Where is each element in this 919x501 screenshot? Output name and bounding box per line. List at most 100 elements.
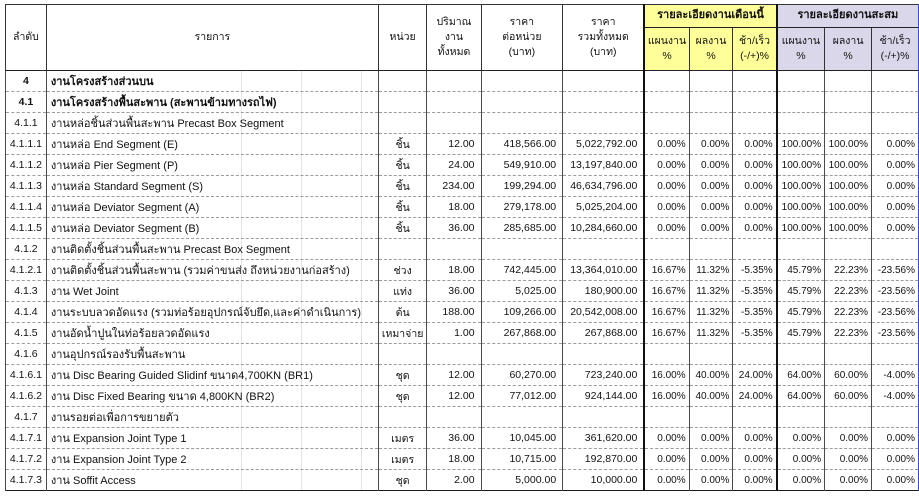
month-actual-cell[interactable] [688,70,734,92]
total-price-cell[interactable]: 46,634,796.00 [562,175,645,197]
item-description-cell[interactable]: งานอัดน้ำปูนในท่อร้อยลวดอัดแรง [45,322,379,344]
month-plan-cell[interactable] [643,112,690,134]
month-actual-cell[interactable] [688,406,734,428]
cumulative-plan-cell[interactable]: 45.79% [775,322,826,344]
header-unit[interactable]: หน่วย [377,4,428,71]
cumulative-plan-cell[interactable] [775,343,826,365]
unit-price-cell[interactable]: 742,445.00 [480,259,564,281]
unit-cell[interactable] [377,70,428,92]
cumulative-actual-cell[interactable]: 22.23% [824,301,873,323]
month-diff-cell[interactable]: -5.35% [732,322,778,344]
unit-price-cell[interactable]: 10,715.00 [480,448,564,470]
header-month-actual[interactable]: ผลงาน % [688,27,734,71]
month-plan-cell[interactable]: 0.00% [643,196,690,218]
row-number-cell[interactable]: 4.1.5 [5,322,47,344]
unit-price-cell[interactable]: 5,000.00 [480,469,564,491]
total-quantity-cell[interactable] [426,112,482,134]
cumulative-actual-cell[interactable] [824,238,873,260]
month-actual-cell[interactable]: 0.00% [688,427,734,449]
header-group-month[interactable]: รายละเอียดงานเดือนนี้ [643,4,778,28]
month-actual-cell[interactable] [688,343,734,365]
cumulative-diff-cell[interactable]: 0.00% [871,469,919,491]
month-diff-cell[interactable]: 0.00% [732,448,778,470]
month-plan-cell[interactable]: 0.00% [643,133,690,155]
total-price-cell[interactable]: 723,240.00 [562,364,645,386]
unit-price-cell[interactable] [480,70,564,92]
cumulative-actual-cell[interactable]: 100.00% [824,217,873,239]
unit-price-cell[interactable]: 60,270.00 [480,364,564,386]
item-description-cell[interactable]: งานโครงสร้างส่วนบน [45,70,379,92]
row-number-cell[interactable]: 4.1.1.4 [5,196,47,218]
month-actual-cell[interactable]: 0.00% [688,448,734,470]
cumulative-actual-cell[interactable]: 100.00% [824,175,873,197]
month-plan-cell[interactable] [643,70,690,92]
total-price-cell[interactable]: 5,025,204.00 [562,196,645,218]
cumulative-diff-cell[interactable]: 0.00% [871,196,919,218]
cumulative-actual-cell[interactable]: 0.00% [824,427,873,449]
month-plan-cell[interactable]: 16.67% [643,322,690,344]
cumulative-diff-cell[interactable]: 0.00% [871,427,919,449]
total-price-cell[interactable]: 13,197,840.00 [562,154,645,176]
unit-cell[interactable]: ชิ้น [377,154,428,176]
month-plan-cell[interactable]: 0.00% [643,469,690,491]
month-actual-cell[interactable]: 11.32% [688,280,734,302]
month-plan-cell[interactable]: 16.00% [643,385,690,407]
item-description-cell[interactable]: งาน Disc Fixed Bearing ขนาด 4,800KN (BR2… [45,385,379,407]
month-diff-cell[interactable]: -5.35% [732,301,778,323]
unit-cell[interactable] [377,238,428,260]
row-number-cell[interactable]: 4.1.1.5 [5,217,47,239]
total-price-cell[interactable]: 20,542,008.00 [562,301,645,323]
unit-price-cell[interactable] [480,91,564,113]
total-quantity-cell[interactable]: 36.00 [426,427,482,449]
cumulative-diff-cell[interactable]: -23.56% [871,322,919,344]
month-diff-cell[interactable] [732,238,778,260]
month-actual-cell[interactable]: 40.00% [688,364,734,386]
cumulative-actual-cell[interactable]: 22.23% [824,322,873,344]
month-actual-cell[interactable]: 0.00% [688,175,734,197]
total-quantity-cell[interactable]: 12.00 [426,385,482,407]
header-no[interactable]: ลำดับ [5,4,47,71]
item-description-cell[interactable]: งาน Disc Bearing Guided Slidinf ขนาด4,70… [45,364,379,386]
month-actual-cell[interactable]: 0.00% [688,469,734,491]
cumulative-diff-cell[interactable]: -23.56% [871,301,919,323]
month-actual-cell[interactable]: 0.00% [688,133,734,155]
month-actual-cell[interactable] [688,238,734,260]
month-actual-cell[interactable]: 11.32% [688,322,734,344]
unit-cell[interactable] [377,112,428,134]
total-price-cell[interactable] [562,238,645,260]
month-diff-cell[interactable]: 24.00% [732,364,778,386]
total-quantity-cell[interactable]: 18.00 [426,259,482,281]
total-price-cell[interactable]: 267,868.00 [562,322,645,344]
total-quantity-cell[interactable]: 36.00 [426,217,482,239]
month-plan-cell[interactable]: 16.67% [643,259,690,281]
month-diff-cell[interactable]: 0.00% [732,469,778,491]
row-number-cell[interactable]: 4.1.6.1 [5,364,47,386]
cumulative-diff-cell[interactable]: -4.00% [871,364,919,386]
month-plan-cell[interactable]: 0.00% [643,175,690,197]
month-actual-cell[interactable]: 0.00% [688,154,734,176]
month-actual-cell[interactable]: 0.00% [688,196,734,218]
cumulative-actual-cell[interactable]: 22.23% [824,280,873,302]
cumulative-plan-cell[interactable]: 45.79% [775,280,826,302]
cumulative-diff-cell[interactable]: 0.00% [871,154,919,176]
cumulative-plan-cell[interactable]: 100.00% [775,175,826,197]
unit-cell[interactable]: ชุด [377,364,428,386]
month-diff-cell[interactable] [732,112,778,134]
header-cum-diff[interactable]: ช้า/เร็ว (-/+)% [871,27,919,71]
header-total-quantity[interactable]: ปริมาณ งาน ทั้งหมด [426,4,482,71]
cumulative-actual-cell[interactable]: 0.00% [824,469,873,491]
month-diff-cell[interactable]: 0.00% [732,154,778,176]
month-plan-cell[interactable] [643,91,690,113]
total-price-cell[interactable]: 192,870.00 [562,448,645,470]
cumulative-plan-cell[interactable]: 64.00% [775,385,826,407]
total-price-cell[interactable]: 5,022,792.00 [562,133,645,155]
month-plan-cell[interactable]: 0.00% [643,217,690,239]
cumulative-diff-cell[interactable]: 0.00% [871,175,919,197]
unit-price-cell[interactable]: 10,045.00 [480,427,564,449]
total-quantity-cell[interactable]: 18.00 [426,196,482,218]
cumulative-actual-cell[interactable] [824,70,873,92]
unit-price-cell[interactable] [480,406,564,428]
cumulative-plan-cell[interactable] [775,112,826,134]
unit-price-cell[interactable]: 199,294.00 [480,175,564,197]
month-diff-cell[interactable]: 0.00% [732,217,778,239]
